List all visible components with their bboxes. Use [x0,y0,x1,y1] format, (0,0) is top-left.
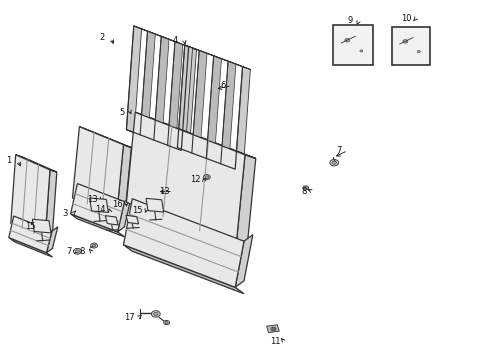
Polygon shape [79,127,131,148]
Circle shape [304,187,307,189]
Circle shape [154,312,158,315]
Circle shape [205,176,209,178]
Polygon shape [177,148,243,172]
Circle shape [330,159,339,166]
Polygon shape [235,67,250,172]
Circle shape [303,186,309,190]
Polygon shape [118,197,131,232]
Circle shape [165,321,168,324]
Text: 1: 1 [6,156,11,165]
Polygon shape [181,47,196,153]
Circle shape [272,328,275,330]
Polygon shape [9,216,52,253]
Circle shape [343,37,352,44]
Text: 5: 5 [119,108,124,117]
Circle shape [400,38,410,45]
Text: 6: 6 [220,81,225,90]
Polygon shape [32,219,51,233]
Polygon shape [45,170,57,240]
Text: 9: 9 [347,16,352,25]
Text: 17: 17 [124,313,135,322]
Polygon shape [126,215,139,224]
Circle shape [358,49,364,53]
Polygon shape [146,198,164,212]
Text: 13: 13 [87,195,98,204]
Circle shape [91,243,98,248]
Polygon shape [134,26,196,50]
Polygon shape [168,41,183,148]
Text: 2: 2 [99,33,104,42]
Polygon shape [126,26,142,132]
Polygon shape [105,216,118,225]
Polygon shape [135,112,256,158]
Text: 16: 16 [112,200,123,209]
Circle shape [345,39,350,42]
Circle shape [151,311,160,317]
Text: 3: 3 [62,209,67,217]
Polygon shape [154,36,169,143]
Polygon shape [206,56,221,161]
Circle shape [74,248,81,254]
Circle shape [271,327,276,331]
Polygon shape [90,198,108,212]
Polygon shape [177,45,193,150]
Polygon shape [11,155,50,238]
Polygon shape [9,238,52,257]
Polygon shape [73,127,123,216]
Polygon shape [126,130,189,153]
Circle shape [360,50,363,52]
Polygon shape [267,325,279,333]
Polygon shape [123,245,244,294]
Circle shape [416,49,422,54]
Polygon shape [192,50,207,156]
Text: 15: 15 [132,206,143,215]
Polygon shape [126,112,245,245]
Circle shape [164,320,170,325]
Text: 7: 7 [337,146,342,155]
Text: 8: 8 [80,247,85,256]
Text: 14: 14 [95,205,106,214]
Circle shape [203,175,210,180]
Circle shape [332,161,336,164]
Text: 11: 11 [270,338,281,346]
Circle shape [417,50,420,53]
Text: 15: 15 [25,222,36,231]
Polygon shape [47,227,58,253]
Circle shape [92,244,96,247]
Polygon shape [140,31,155,138]
Circle shape [403,40,408,43]
Polygon shape [16,155,57,172]
Circle shape [75,250,79,253]
Bar [333,25,373,65]
Polygon shape [185,45,250,69]
Text: 7: 7 [66,247,71,256]
Text: 4: 4 [173,36,178,45]
Polygon shape [123,199,244,287]
Polygon shape [71,214,124,237]
Bar [392,27,430,65]
Polygon shape [117,145,131,219]
Polygon shape [235,235,253,287]
Text: 12: 12 [190,175,200,184]
Text: 13: 13 [159,187,170,196]
Polygon shape [220,61,236,167]
Text: 10: 10 [401,14,412,23]
Polygon shape [236,155,256,248]
Polygon shape [71,184,124,232]
Text: 8: 8 [301,187,306,196]
